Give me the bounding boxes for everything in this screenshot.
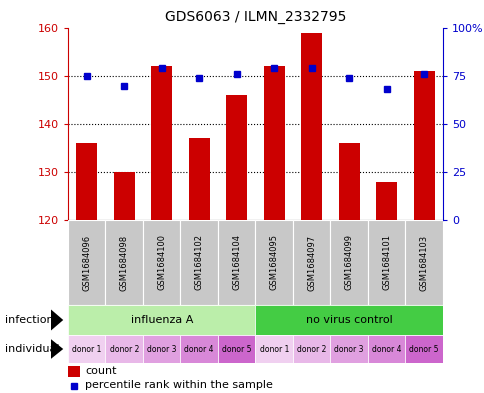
Text: donor 3: donor 3 xyxy=(147,345,176,353)
Bar xyxy=(330,220,367,305)
Bar xyxy=(255,220,292,305)
Bar xyxy=(301,33,321,220)
Bar xyxy=(376,182,396,220)
Text: donor 3: donor 3 xyxy=(334,345,363,353)
Bar xyxy=(114,172,134,220)
Text: individual: individual xyxy=(5,344,60,354)
Text: influenza A: influenza A xyxy=(130,315,193,325)
Polygon shape xyxy=(51,339,63,359)
Text: GSM1684095: GSM1684095 xyxy=(269,235,278,290)
Bar xyxy=(143,335,180,363)
Text: percentile rank within the sample: percentile rank within the sample xyxy=(85,380,272,391)
Text: GSM1684099: GSM1684099 xyxy=(344,235,353,290)
Bar xyxy=(143,220,180,305)
Bar xyxy=(106,220,143,305)
Bar xyxy=(68,366,80,376)
Bar xyxy=(189,138,209,220)
Bar xyxy=(151,66,172,220)
Bar xyxy=(180,335,217,363)
Text: GSM1684098: GSM1684098 xyxy=(120,235,128,290)
Bar xyxy=(226,95,246,220)
Bar xyxy=(68,335,106,363)
Text: donor 5: donor 5 xyxy=(408,345,438,353)
Text: GSM1684102: GSM1684102 xyxy=(195,235,203,290)
Text: GSM1684100: GSM1684100 xyxy=(157,235,166,290)
Text: infection: infection xyxy=(5,315,54,325)
Text: GSM1684096: GSM1684096 xyxy=(82,235,91,290)
Bar xyxy=(292,220,330,305)
Bar xyxy=(76,143,97,220)
Bar xyxy=(405,220,442,305)
Text: GSM1684103: GSM1684103 xyxy=(419,235,428,290)
Text: GSM1684097: GSM1684097 xyxy=(307,235,316,290)
Text: no virus control: no virus control xyxy=(305,315,392,325)
Text: donor 1: donor 1 xyxy=(259,345,288,353)
Text: donor 4: donor 4 xyxy=(371,345,401,353)
Bar xyxy=(68,305,255,335)
Bar xyxy=(263,66,284,220)
Bar xyxy=(217,335,255,363)
Text: count: count xyxy=(85,366,116,376)
Bar xyxy=(255,335,292,363)
Text: donor 4: donor 4 xyxy=(184,345,213,353)
Bar xyxy=(217,220,255,305)
Text: donor 2: donor 2 xyxy=(109,345,138,353)
Bar xyxy=(367,220,405,305)
Text: donor 5: donor 5 xyxy=(222,345,251,353)
Bar xyxy=(292,335,330,363)
Text: GSM1684104: GSM1684104 xyxy=(232,235,241,290)
Bar xyxy=(338,143,359,220)
Bar xyxy=(180,220,217,305)
Bar xyxy=(106,335,143,363)
Bar xyxy=(330,335,367,363)
Polygon shape xyxy=(51,310,63,331)
Title: GDS6063 / ILMN_2332795: GDS6063 / ILMN_2332795 xyxy=(165,10,346,24)
Bar xyxy=(68,220,106,305)
Text: donor 1: donor 1 xyxy=(72,345,101,353)
Text: GSM1684101: GSM1684101 xyxy=(381,235,391,290)
Text: donor 2: donor 2 xyxy=(296,345,326,353)
Bar xyxy=(255,305,442,335)
Bar xyxy=(367,335,405,363)
Bar xyxy=(413,71,434,220)
Bar xyxy=(405,335,442,363)
